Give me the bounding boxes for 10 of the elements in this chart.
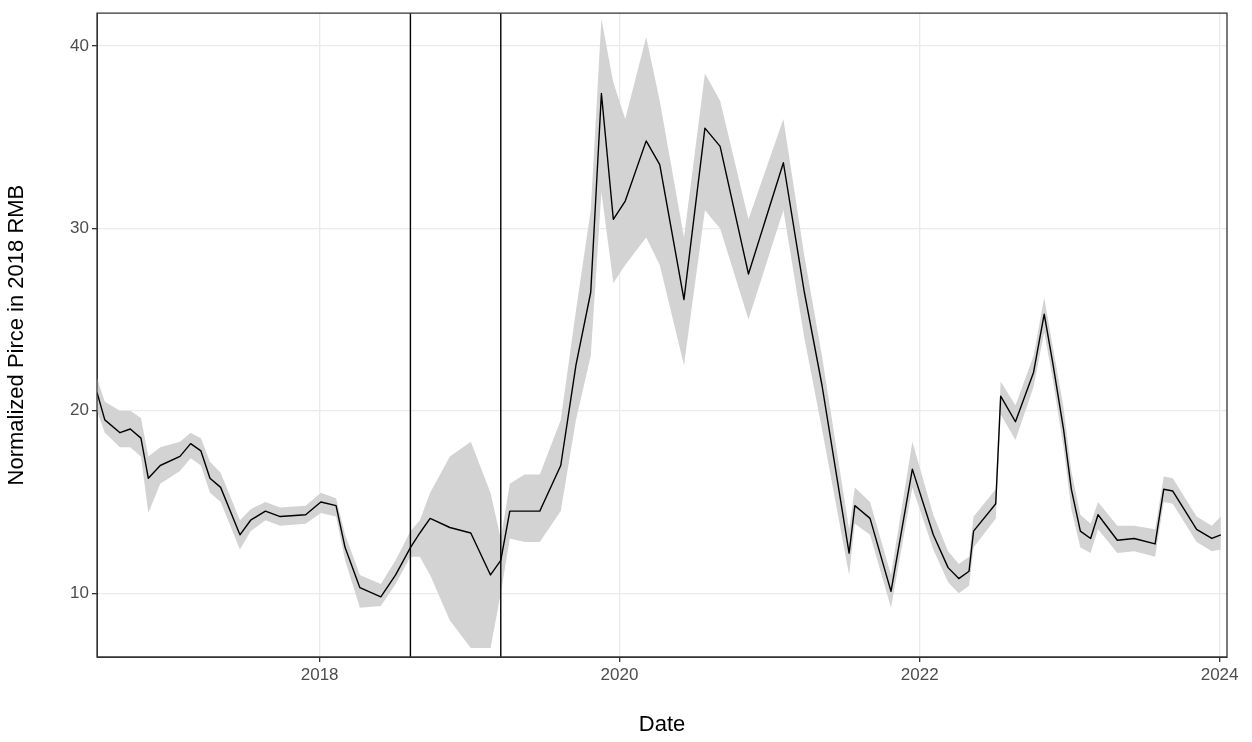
y-axis-title: Normalized Pirce in 2018 RMB bbox=[3, 184, 29, 486]
y-tick-label: 40 bbox=[70, 35, 89, 55]
y-tick-label: 20 bbox=[70, 400, 89, 420]
x-tick-label: 2022 bbox=[900, 664, 939, 684]
x-tick-label: 2024 bbox=[1200, 664, 1239, 684]
x-axis-title: Date bbox=[638, 710, 686, 736]
y-tick-label: 30 bbox=[70, 218, 89, 238]
y-tick-label: 10 bbox=[70, 582, 89, 602]
x-tick-label: 2020 bbox=[600, 664, 639, 684]
x-tick-label: 2018 bbox=[300, 664, 339, 684]
